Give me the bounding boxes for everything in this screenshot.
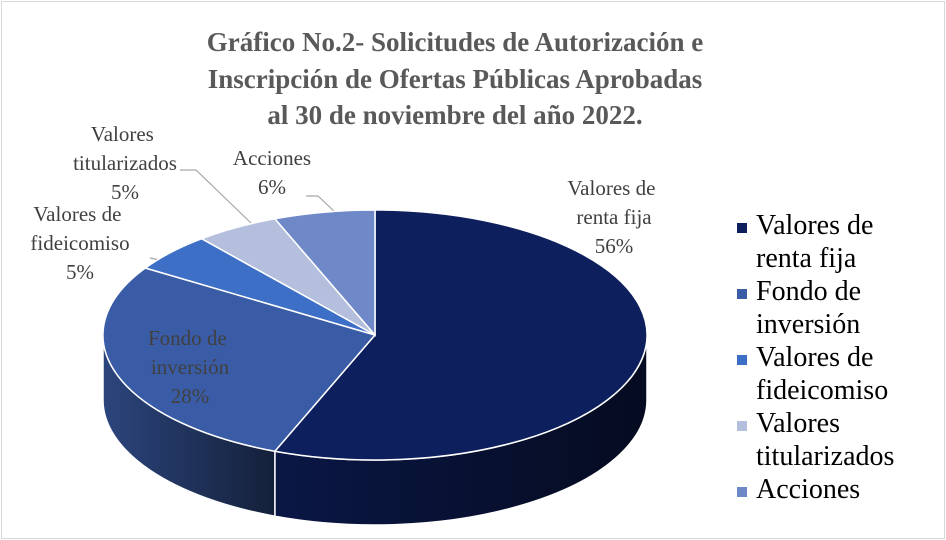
chart-title: Inscripción de Ofertas Públicas Aprobada… <box>208 64 703 94</box>
slice <box>102 267 377 453</box>
legend-label: Acciones <box>756 474 860 505</box>
legend-swatch <box>737 223 747 233</box>
legend-swatch <box>737 355 747 365</box>
legend-swatch <box>737 289 747 299</box>
slice <box>273 209 648 461</box>
slice <box>273 209 376 338</box>
pie-tops <box>102 209 648 461</box>
chart-title: al 30 de noviembre del año 2022. <box>267 100 642 130</box>
data-label-value: 56% <box>595 234 634 258</box>
data-label-name: Valores de renta fija <box>567 176 660 229</box>
legend-label: Fondo de inversión <box>756 276 868 340</box>
legend-swatch <box>737 487 747 497</box>
data-label-name: Valores titularizados <box>73 122 177 175</box>
data-label-value: 5% <box>66 260 94 284</box>
leader-line <box>180 169 253 225</box>
data-label-name: Valores de fideicomiso <box>30 202 129 255</box>
data-label-value: 28% <box>171 384 210 408</box>
chart-title: Gráfico No.2- Solicitudes de Autorizació… <box>207 27 703 57</box>
data-label-value: 5% <box>111 180 139 204</box>
leader-line <box>306 195 337 214</box>
legend-label: Valores de renta fija <box>756 210 880 274</box>
data-label-name: Acciones <box>233 146 311 170</box>
legend-swatch <box>737 421 747 431</box>
data-label-value: 6% <box>258 175 286 199</box>
data-label-name: Fondo de inversión <box>148 326 232 379</box>
legend-label: Valores de fideicomiso <box>756 342 888 406</box>
legend-label: Valores titularizados <box>756 408 894 472</box>
